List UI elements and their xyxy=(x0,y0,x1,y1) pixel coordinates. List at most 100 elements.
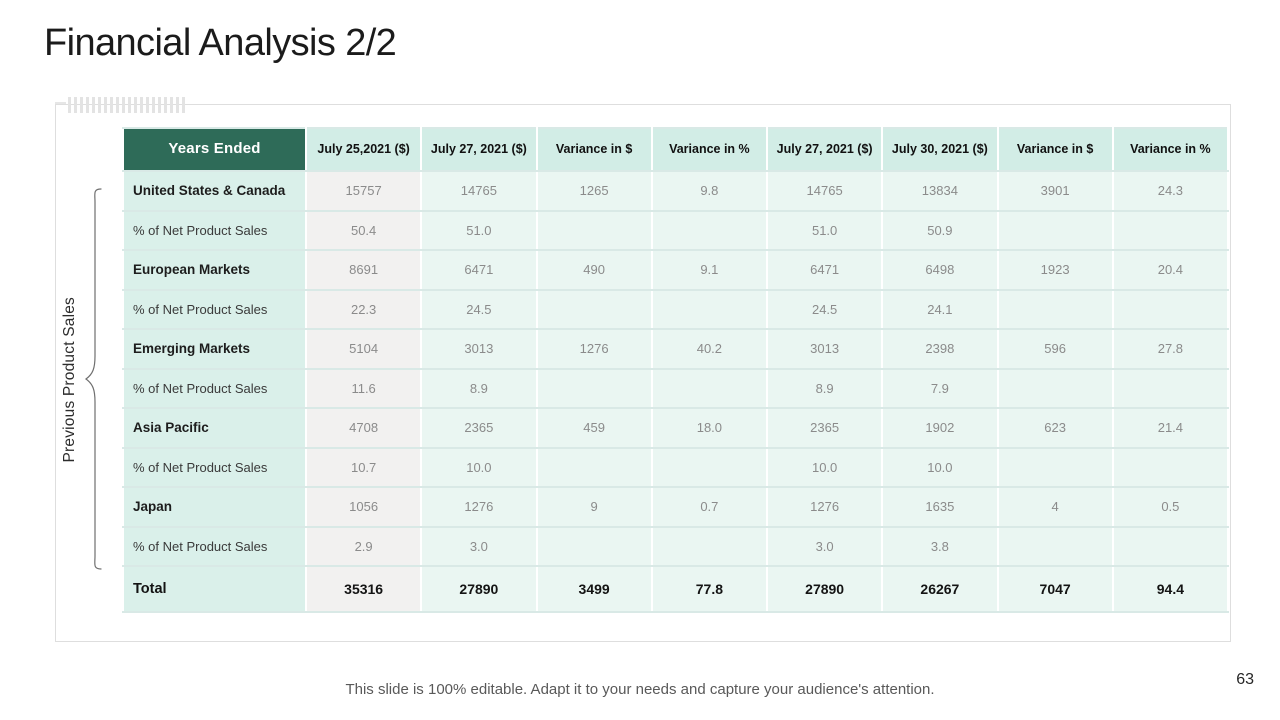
cell-value: 10.0 xyxy=(881,446,999,488)
cell-value: 3.8 xyxy=(881,525,999,567)
cell-value: 94.4 xyxy=(1111,565,1230,613)
cell-value: 51.0 xyxy=(765,209,884,251)
cell-value: 3499 xyxy=(535,565,653,613)
footer-note: This slide is 100% editable. Adapt it to… xyxy=(345,681,935,698)
cell-value xyxy=(1111,367,1230,409)
cell-value: 21.4 xyxy=(1111,407,1230,449)
cell-value: 596 xyxy=(996,328,1114,370)
cell-value: 22.3 xyxy=(304,288,423,330)
cell-value xyxy=(650,525,769,567)
financial-table: Years Ended July 25,2021 ($) July 27, 2021… xyxy=(122,127,1230,613)
column-header: Variance in % xyxy=(1111,127,1230,172)
cell-value: 24.5 xyxy=(420,288,538,330)
cell-value xyxy=(1111,288,1230,330)
cell-value xyxy=(1111,209,1230,251)
cell-value: 0.7 xyxy=(650,486,769,528)
table-body: United States & Canada 15757 14765 1265 9.8 1… xyxy=(122,170,1230,613)
cell-value: 27890 xyxy=(765,565,884,613)
cell-value: 6498 xyxy=(881,249,999,291)
cell-value: 18.0 xyxy=(650,407,769,449)
cell-value: 1276 xyxy=(765,486,884,528)
cell-value: 9 xyxy=(535,486,653,528)
cell-value xyxy=(650,446,769,488)
cell-value: 459 xyxy=(535,407,653,449)
cell-value: 24.3 xyxy=(1111,170,1230,212)
cell-value: 3013 xyxy=(420,328,538,370)
column-header: Variance in $ xyxy=(996,127,1114,172)
cell-value xyxy=(535,288,653,330)
cell-value: 1276 xyxy=(535,328,653,370)
cell-value: 4 xyxy=(996,486,1114,528)
cell-value: 11.6 xyxy=(304,367,423,409)
cell-value: 2365 xyxy=(420,407,538,449)
table-row: United States & Canada 15757 14765 1265 9.8 1… xyxy=(122,170,1230,212)
cell-value: 14765 xyxy=(765,170,884,212)
cell-value xyxy=(535,209,653,251)
row-label: % of Net Product Sales xyxy=(122,446,307,488)
row-label: Asia Pacific xyxy=(122,407,307,449)
column-header: Variance in % xyxy=(650,127,769,172)
cell-value: 4708 xyxy=(304,407,423,449)
table-row: % of Net Product Sales 22.3 24.5 24.5 24.1 xyxy=(122,288,1230,330)
row-label: United States & Canada xyxy=(122,170,307,212)
vertical-axis-label-text: Previous Product Sales xyxy=(61,297,78,463)
cell-value: 10.0 xyxy=(420,446,538,488)
cell-value: 20.4 xyxy=(1111,249,1230,291)
cell-value: 8691 xyxy=(304,249,423,291)
cell-value: 3.0 xyxy=(420,525,538,567)
row-label: Total xyxy=(122,565,307,613)
cell-value xyxy=(996,446,1114,488)
cell-value: 26267 xyxy=(881,565,999,613)
table-row-total: Total 35316 27890 3499 77.8 27890 26267 7047 94.… xyxy=(122,565,1230,613)
table-row: Asia Pacific 4708 2365 459 18.0 2365 1902 623 21… xyxy=(122,407,1230,449)
cell-value xyxy=(996,209,1114,251)
cell-value: 1635 xyxy=(881,486,999,528)
column-header: July 27, 2021 ($) xyxy=(420,127,538,172)
cell-value: 27890 xyxy=(420,565,538,613)
column-header: Variance in $ xyxy=(535,127,653,172)
cell-value: 1056 xyxy=(304,486,423,528)
cell-value xyxy=(996,525,1114,567)
cell-value: 77.8 xyxy=(650,565,769,613)
cell-value: 2.9 xyxy=(304,525,423,567)
table-row: Japan 1056 1276 9 0.7 1276 1635 4 0.5 xyxy=(122,486,1230,528)
row-label: % of Net Product Sales xyxy=(122,367,307,409)
cell-value: 40.2 xyxy=(650,328,769,370)
column-header: July 30, 2021 ($) xyxy=(881,127,999,172)
table-row: European Markets 8691 6471 490 9.1 6471 6498 19… xyxy=(122,249,1230,291)
cell-value: 5104 xyxy=(304,328,423,370)
cell-value xyxy=(996,367,1114,409)
cell-value: 10.7 xyxy=(304,446,423,488)
cell-value: 6471 xyxy=(765,249,884,291)
cell-value: 10.0 xyxy=(765,446,884,488)
cell-value: 7.9 xyxy=(881,367,999,409)
row-label: % of Net Product Sales xyxy=(122,525,307,567)
page-number: 63 xyxy=(1236,671,1254,688)
cell-value: 3.0 xyxy=(765,525,884,567)
cell-value: 1265 xyxy=(535,170,653,212)
cell-value xyxy=(650,288,769,330)
curly-brace xyxy=(84,188,102,570)
row-label: % of Net Product Sales xyxy=(122,209,307,251)
cell-value: 24.5 xyxy=(765,288,884,330)
cell-value xyxy=(535,525,653,567)
cell-value xyxy=(1111,525,1230,567)
table-row: Emerging Markets 5104 3013 1276 40.2 3013 2398… xyxy=(122,328,1230,370)
cell-value: 490 xyxy=(535,249,653,291)
table-row: % of Net Product Sales 10.7 10.0 10.0 10.0 xyxy=(122,446,1230,488)
table-header: Years Ended July 25,2021 ($) July 27, 2021… xyxy=(122,127,1230,172)
table-row: % of Net Product Sales 11.6 8.9 8.9 7.9 xyxy=(122,367,1230,409)
cell-value: 15757 xyxy=(304,170,423,212)
cell-value: 13834 xyxy=(881,170,999,212)
cell-value: 7047 xyxy=(996,565,1114,613)
decorative-dash xyxy=(55,102,66,104)
row-label: Japan xyxy=(122,486,307,528)
cell-value: 6471 xyxy=(420,249,538,291)
cell-value xyxy=(996,288,1114,330)
cell-value: 51.0 xyxy=(420,209,538,251)
cell-value xyxy=(1111,446,1230,488)
cell-value: 2398 xyxy=(881,328,999,370)
header-years-ended: Years Ended xyxy=(122,127,307,172)
column-header: July 25,2021 ($) xyxy=(304,127,423,172)
header-row: Years Ended July 25,2021 ($) July 27, 2021… xyxy=(122,127,1230,172)
